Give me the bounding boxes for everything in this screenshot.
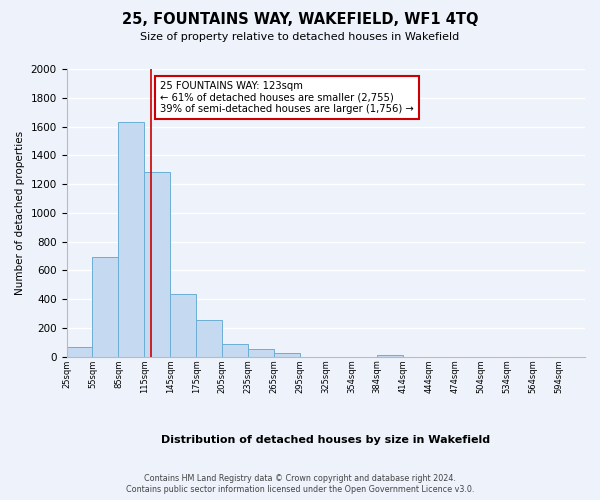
Bar (67, 348, 92, 356)
X-axis label: Distribution of detached houses by size in Wakefield: Distribution of detached houses by size … (161, 435, 490, 445)
Text: 25, FOUNTAINS WAY, WAKEFIELD, WF1 4TQ: 25, FOUNTAINS WAY, WAKEFIELD, WF1 4TQ (122, 12, 478, 28)
Y-axis label: Number of detached properties: Number of detached properties (15, 131, 25, 295)
Bar (196, 320, 223, 356)
Bar (170, 294, 196, 356)
Bar (248, 350, 274, 356)
Bar (145, 172, 170, 356)
Text: Contains HM Land Registry data © Crown copyright and database right 2024.
Contai: Contains HM Land Registry data © Crown c… (126, 474, 474, 494)
Bar (223, 344, 248, 356)
Bar (377, 354, 403, 356)
Bar (274, 352, 300, 356)
Text: 25 FOUNTAINS WAY: 123sqm
← 61% of detached houses are smaller (2,755)
39% of sem: 25 FOUNTAINS WAY: 123sqm ← 61% of detach… (160, 80, 413, 114)
Bar (92, 258, 118, 356)
Bar (118, 122, 145, 356)
Text: Size of property relative to detached houses in Wakefield: Size of property relative to detached ho… (140, 32, 460, 42)
